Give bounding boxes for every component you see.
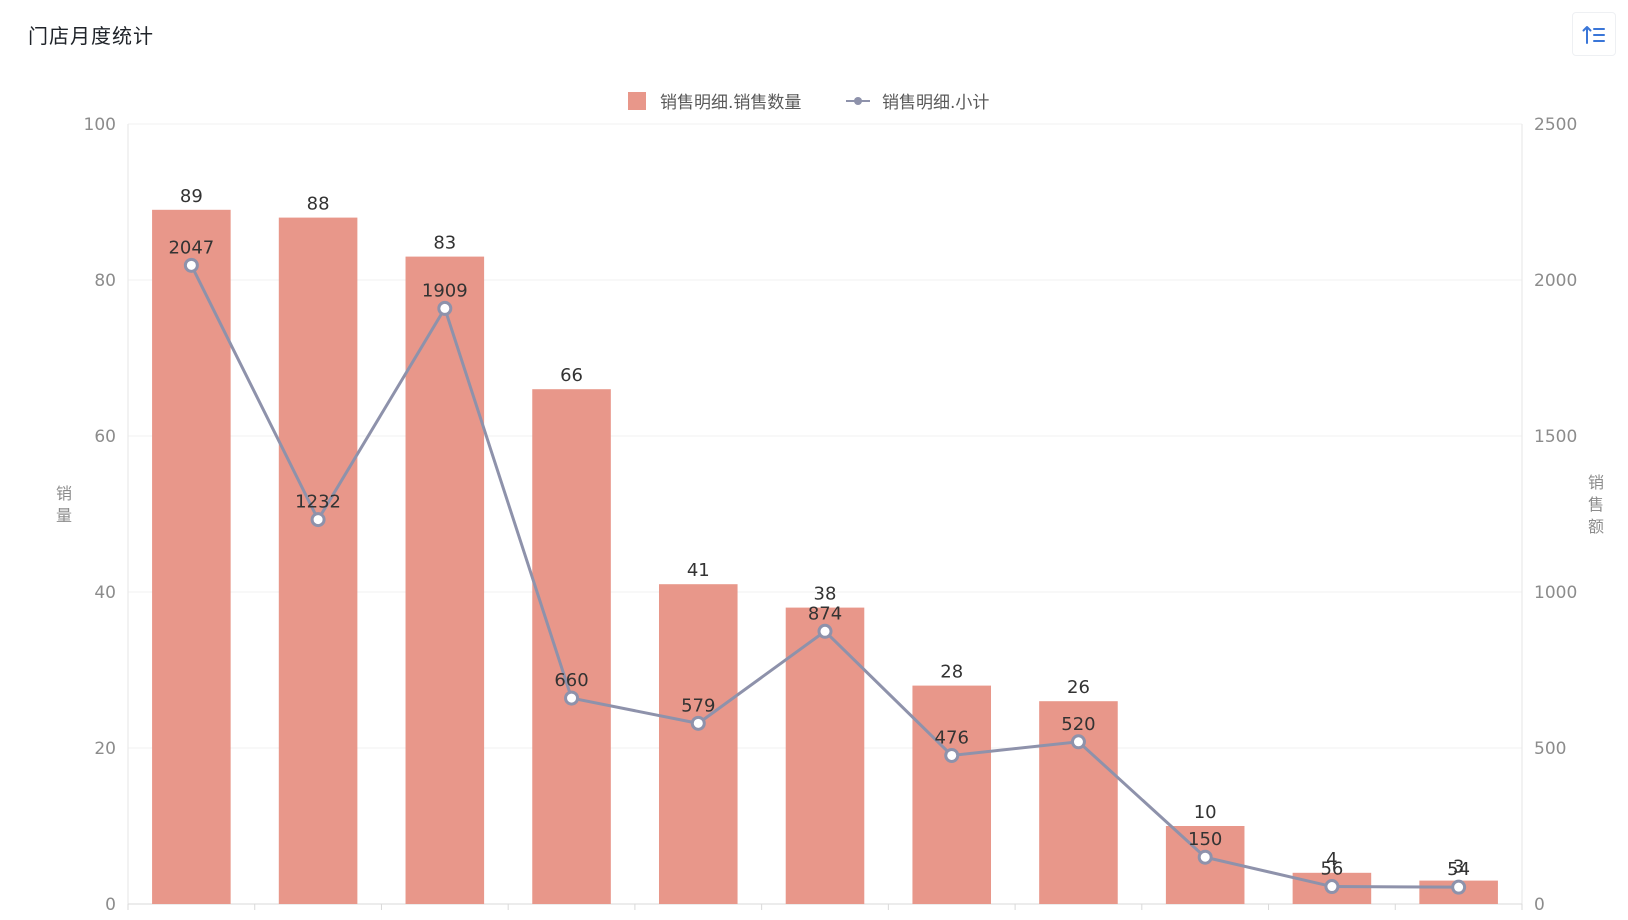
bar-data-label: 89 <box>180 186 203 207</box>
bar-data-label: 66 <box>560 365 583 386</box>
y-left-tick-label: 20 <box>94 739 116 759</box>
line-point[interactable] <box>1070 734 1086 750</box>
label-layer: 89 88 83 66 41 38 28 26 10 4 3 2047 1232 1909 660 579 87… <box>168 186 1470 880</box>
line-point[interactable] <box>817 623 833 639</box>
bar-data-label: 4 <box>1326 849 1337 870</box>
panel-title: 门店月度统计 <box>28 24 154 48</box>
sort-button[interactable] <box>1572 12 1616 56</box>
sort-ascending-icon <box>1573 24 1615 46</box>
bar[interactable] <box>405 256 485 905</box>
bar-data-label: 3 <box>1453 857 1464 878</box>
bar-data-label: 26 <box>1067 677 1090 698</box>
y-right-tick-label: 1000 <box>1534 583 1577 603</box>
y-left-tick-label: 60 <box>94 427 116 447</box>
y-right-tick-label: 2000 <box>1534 271 1577 291</box>
line-point[interactable] <box>1197 849 1213 865</box>
bar[interactable] <box>658 584 738 904</box>
legend-label-line: 销售明细.小计 <box>882 93 989 113</box>
legend[interactable]: 销售明细.销售数量 销售明细.小计 <box>628 92 989 113</box>
line-point[interactable] <box>1324 879 1340 895</box>
y-right-tick-label: 2500 <box>1534 115 1577 135</box>
line-data-label: 56 <box>1320 859 1343 880</box>
line-layer <box>183 257 1467 895</box>
line-point[interactable] <box>690 715 706 731</box>
line-data-label: 520 <box>1061 714 1095 735</box>
y-right-tick-label: 500 <box>1534 739 1566 759</box>
line-data-label: 150 <box>1188 829 1222 850</box>
y-right-tick-label: 0 <box>1534 895 1545 915</box>
line-data-label: 660 <box>554 670 588 691</box>
bar[interactable] <box>532 389 611 904</box>
line-data-label: 54 <box>1447 859 1470 880</box>
line-point[interactable] <box>1451 879 1467 895</box>
line-point[interactable] <box>183 257 199 273</box>
y-right-axis-title: 销售额 <box>1588 473 1604 536</box>
legend-item-line[interactable]: 销售明细.小计 <box>846 93 989 113</box>
bar-data-label: 41 <box>687 560 710 581</box>
y-left-tick-label: 100 <box>84 115 116 135</box>
line-data-label: 2047 <box>168 237 214 258</box>
bar-data-label: 88 <box>307 194 330 215</box>
bar[interactable] <box>278 217 358 905</box>
line-point[interactable] <box>437 300 453 316</box>
y-left-tick-label: 80 <box>94 271 116 291</box>
y-left-tick-label: 40 <box>94 583 116 603</box>
bar[interactable] <box>912 685 992 904</box>
line-data-label: 579 <box>681 695 715 716</box>
bar-data-label: 28 <box>940 662 963 683</box>
line-point[interactable] <box>944 747 960 763</box>
bar[interactable] <box>152 209 231 905</box>
bar-layer <box>152 209 1498 905</box>
line-point[interactable] <box>564 690 580 706</box>
bar[interactable] <box>1165 826 1245 904</box>
bar-data-label: 38 <box>814 584 837 605</box>
y-left-axis-title: 销量 <box>56 484 72 525</box>
legend-item-bar[interactable]: 销售明细.销售数量 <box>628 92 801 113</box>
y-right-tick-label: 1500 <box>1534 427 1577 447</box>
legend-label-bar: 销售明细.销售数量 <box>660 93 801 113</box>
bar-data-label: 83 <box>433 233 456 254</box>
line-data-label: 1909 <box>422 280 468 301</box>
line-data-label: 874 <box>808 603 842 624</box>
line-data-label: 1232 <box>295 492 341 513</box>
line-data-label: 476 <box>935 727 969 748</box>
y-left-tick-label: 0 <box>105 895 116 915</box>
bar-data-label: 10 <box>1194 802 1217 823</box>
line-point[interactable] <box>310 512 326 528</box>
